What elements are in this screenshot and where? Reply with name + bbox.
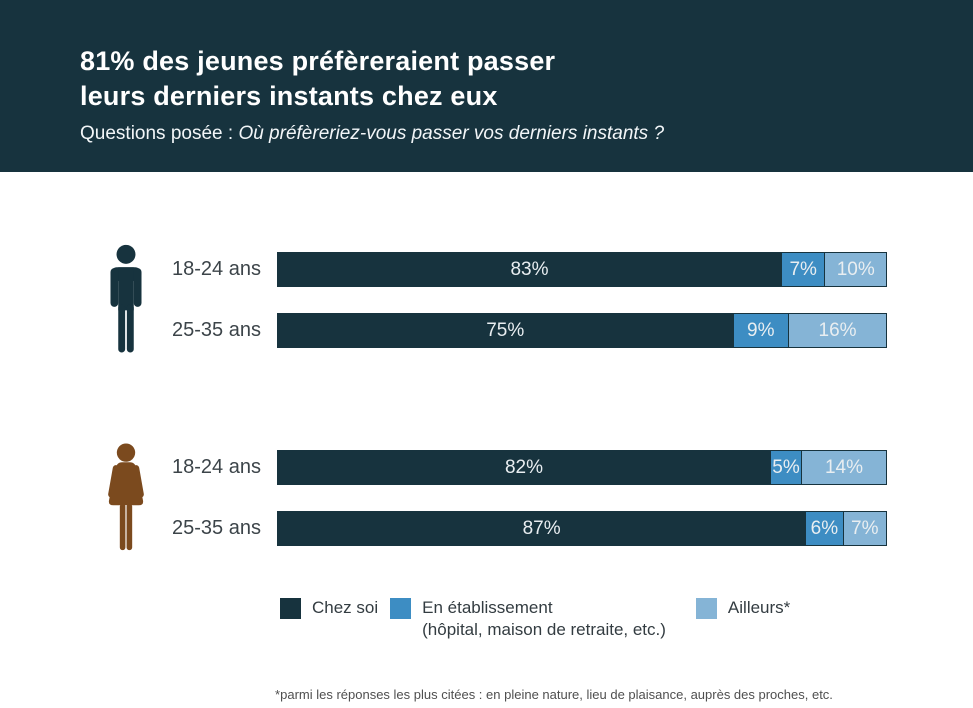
chez-soi-swatch: [280, 598, 301, 619]
bar-male-25-35: 75% 9% 16%: [277, 313, 887, 348]
legend-label-main: En établissement: [422, 598, 553, 617]
female-rows: 18-24 ans 82% 5% 14% 25-35 ans 87% 6% 7%: [172, 450, 887, 546]
bar-segment-ailleurs: 14%: [801, 451, 886, 484]
male-rows: 18-24 ans 83% 7% 10% 25-35 ans 75% 9% 16…: [172, 252, 887, 348]
woman-icon: [80, 442, 172, 554]
bar-segment-chez-soi: 82%: [278, 451, 770, 484]
legend-item-chez-soi: Chez soi: [280, 597, 378, 619]
legend-label: En établissement (hôpital, maison de ret…: [422, 597, 666, 641]
group-male: 18-24 ans 83% 7% 10% 25-35 ans 75% 9% 16…: [80, 244, 973, 356]
legend-label: Ailleurs*: [727, 598, 791, 617]
bar-female-18-24: 82% 5% 14%: [277, 450, 887, 485]
bar-male-18-24: 83% 7% 10%: [277, 252, 887, 287]
legend: Chez soi En établissement (hôpital, mais…: [280, 597, 973, 641]
bar-segment-chez-soi: 75%: [278, 314, 733, 347]
legend-item-ailleurs: Ailleurs*: [695, 597, 791, 619]
header: 81% des jeunes préfèreraient passer leur…: [0, 0, 973, 172]
age-label: 25-35 ans: [172, 517, 261, 539]
age-label: 18-24 ans: [172, 456, 261, 478]
bar-segment-etablissement: 6%: [805, 512, 843, 545]
table-row: 25-35 ans 75% 9% 16%: [172, 313, 887, 348]
legend-item-etablissement: En établissement (hôpital, maison de ret…: [390, 597, 666, 641]
group-female: 18-24 ans 82% 5% 14% 25-35 ans 87% 6% 7%: [80, 442, 973, 554]
title-line-2: leurs derniers instants chez eux: [80, 81, 498, 111]
bar-segment-etablissement: 7%: [780, 253, 825, 286]
bar-segment-ailleurs: 7%: [842, 512, 886, 545]
bar-segment-etablissement: 9%: [732, 314, 789, 347]
bar-segment-chez-soi: 87%: [278, 512, 806, 545]
subtitle-prefix: Questions posée :: [80, 123, 239, 144]
age-label: 25-35 ans: [172, 319, 261, 341]
footnote: *parmi les réponses les plus citées : en…: [275, 687, 833, 702]
age-label: 18-24 ans: [172, 258, 261, 280]
etablissement-swatch: [390, 598, 412, 619]
bar-segment-ailleurs: 10%: [824, 253, 886, 286]
page-title: 81% des jeunes préfèreraient passer leur…: [80, 44, 933, 114]
bar-female-25-35: 87% 6% 7%: [277, 511, 887, 546]
bar-segment-chez-soi: 83%: [278, 253, 781, 286]
bar-segment-ailleurs: 16%: [788, 314, 886, 347]
table-row: 18-24 ans 83% 7% 10%: [172, 252, 887, 287]
bar-segment-etablissement: 5%: [770, 451, 801, 484]
table-row: 25-35 ans 87% 6% 7%: [172, 511, 887, 546]
table-row: 18-24 ans 82% 5% 14%: [172, 450, 887, 485]
legend-label-sub: (hôpital, maison de retraite, etc.): [422, 620, 666, 639]
stacked-bar-chart: 18-24 ans 83% 7% 10% 25-35 ans 75% 9% 16…: [0, 244, 973, 554]
subtitle-question: Où préfèreriez-vous passer vos derniers …: [238, 123, 665, 144]
legend-label: Chez soi: [312, 598, 379, 617]
title-line-1: 81% des jeunes préfèreraient passer: [80, 46, 556, 76]
ailleurs-swatch: [695, 598, 717, 619]
man-icon: [80, 244, 172, 356]
subtitle: Questions posée : Où préfèreriez-vous pa…: [80, 123, 933, 145]
